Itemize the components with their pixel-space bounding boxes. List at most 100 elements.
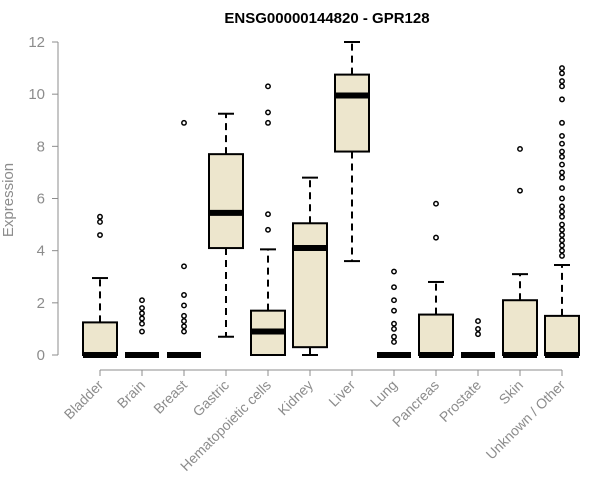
x-tick-label: Unknown / Other xyxy=(483,377,569,463)
iqr-box xyxy=(334,73,370,153)
outlier-point xyxy=(559,132,565,139)
outlier-point xyxy=(559,174,565,181)
box-group-bladder xyxy=(82,213,118,358)
outlier-point xyxy=(391,320,397,327)
outlier-point xyxy=(559,232,565,238)
outlier-point xyxy=(265,83,271,90)
outlier-point xyxy=(559,195,565,202)
box-group-kidney xyxy=(292,176,328,356)
y-tick-label: 10 xyxy=(28,86,45,103)
outlier-point xyxy=(265,226,271,233)
outlier-point xyxy=(559,83,565,90)
outlier-point xyxy=(559,237,565,244)
box-group-lung xyxy=(377,268,411,358)
outlier-point xyxy=(517,145,523,152)
outlier-point xyxy=(475,331,481,338)
y-axis: 0 2 4 6 8 10 12 xyxy=(28,34,59,364)
outlier-point xyxy=(559,169,565,176)
y-tick-label: 2 xyxy=(37,295,45,312)
outlier-point xyxy=(391,333,397,340)
outlier-point xyxy=(559,208,565,215)
outlier-point xyxy=(265,211,271,218)
outlier-point xyxy=(181,263,187,270)
x-tick-label: Skin xyxy=(496,377,527,408)
outlier-point xyxy=(391,339,397,345)
outlier-point xyxy=(559,96,565,103)
x-tick-label: Breast xyxy=(150,377,190,417)
outlier-point xyxy=(433,200,439,207)
outlier-point xyxy=(391,297,397,304)
y-tick-label: 0 xyxy=(37,347,45,364)
outlier-point xyxy=(559,247,565,254)
box-group-unknown-other xyxy=(544,65,580,358)
outlier-point xyxy=(181,323,187,330)
outlier-point xyxy=(475,325,481,332)
outlier-point xyxy=(559,185,565,192)
outlier-point xyxy=(391,325,397,332)
box-group-hematopoietic-cells xyxy=(250,83,286,356)
box-group-liver xyxy=(334,41,370,263)
x-tick-label: Bladder xyxy=(61,377,107,423)
x-tick-label: Brain xyxy=(114,377,148,411)
iqr-box xyxy=(502,299,538,357)
outlier-point xyxy=(559,140,565,147)
outlier-point xyxy=(559,70,565,77)
outlier-point xyxy=(559,203,565,210)
outlier-point xyxy=(559,119,565,126)
outlier-point xyxy=(181,302,187,309)
box-group-gastric xyxy=(208,112,244,338)
outlier-point xyxy=(181,292,187,298)
box-group-breast xyxy=(167,119,201,358)
outlier-point xyxy=(181,312,187,319)
iqr-box xyxy=(82,321,118,357)
box-group-brain xyxy=(125,297,159,358)
outlier-point xyxy=(139,328,145,335)
box-group-pancreas xyxy=(418,200,454,358)
outlier-point xyxy=(517,187,523,194)
iqr-box xyxy=(418,313,454,356)
outlier-point xyxy=(139,305,145,311)
boxes-layer xyxy=(82,41,580,358)
outlier-point xyxy=(181,328,187,335)
outlier-point xyxy=(139,320,145,327)
outlier-point xyxy=(559,213,565,220)
outlier-point xyxy=(97,213,103,220)
outlier-point xyxy=(559,148,565,155)
outlier-point xyxy=(559,153,565,160)
x-tick-label: Pancreas xyxy=(389,377,442,430)
y-tick-label: 12 xyxy=(28,34,45,51)
box-group-skin xyxy=(502,145,538,358)
y-tick-label: 4 xyxy=(37,243,45,260)
y-tick-label: 6 xyxy=(37,191,45,208)
outlier-point xyxy=(391,268,397,275)
iqr-box xyxy=(544,314,580,356)
outlier-point xyxy=(139,310,145,317)
outlier-point xyxy=(97,232,103,238)
iqr-box xyxy=(208,153,244,250)
x-tick-label: Liver xyxy=(325,377,358,410)
outlier-point xyxy=(559,161,565,168)
y-tick-label: 8 xyxy=(37,138,45,155)
outlier-point xyxy=(559,252,565,259)
iqr-box xyxy=(292,222,328,349)
outlier-point xyxy=(559,242,565,249)
x-tick-label: Lung xyxy=(367,377,400,410)
x-tick-label: Prostate xyxy=(436,377,484,425)
outlier-point xyxy=(265,109,271,116)
outlier-point xyxy=(139,297,145,304)
outlier-point xyxy=(433,234,439,241)
outlier-point xyxy=(475,318,481,325)
outlier-point xyxy=(181,119,187,126)
outlier-point xyxy=(139,315,145,322)
y-axis-label: Expression xyxy=(0,163,17,237)
outlier-point xyxy=(559,226,565,233)
outlier-point xyxy=(181,318,187,325)
chart-title: ENSG00000144820 - GPR128 xyxy=(224,10,429,27)
outlier-point xyxy=(559,221,565,228)
outlier-point xyxy=(559,65,565,72)
outlier-point xyxy=(391,284,397,291)
outlier-point xyxy=(265,119,271,126)
outlier-point xyxy=(559,78,565,85)
